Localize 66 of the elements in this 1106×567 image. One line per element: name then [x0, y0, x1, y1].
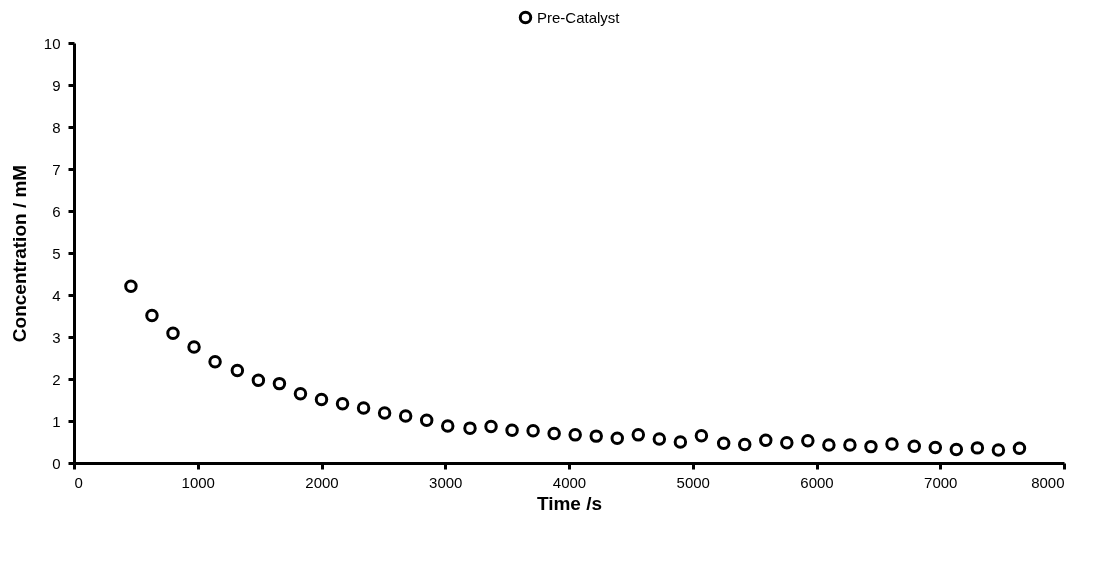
point: [885, 437, 899, 451]
point: [1012, 441, 1027, 456]
y-axis-title: Concentration / mM: [8, 164, 30, 343]
point: [568, 428, 582, 442]
point: [419, 413, 434, 427]
point: [293, 386, 308, 401]
point: [610, 431, 625, 445]
x-tick-label: 7000: [924, 473, 958, 491]
point: [230, 363, 245, 378]
point: [208, 355, 222, 369]
y-tick-label: 6: [52, 202, 61, 220]
legend-label: Pre-Catalyst: [537, 8, 621, 26]
point: [377, 406, 392, 420]
y-tick-label: 8: [52, 118, 61, 136]
y-tick-label: 4: [52, 286, 61, 304]
x-axis-title: Time /s: [536, 492, 603, 514]
point: [589, 429, 603, 443]
point: [907, 439, 922, 453]
point: [822, 438, 836, 452]
x-tick-label: 0: [74, 473, 83, 491]
point: [187, 340, 201, 354]
point: [843, 438, 857, 452]
y-tick-label: 9: [52, 76, 61, 94]
y-tick-label: 3: [52, 328, 61, 346]
point: [398, 409, 413, 423]
point: [484, 419, 498, 434]
y-tick-label: 2: [52, 370, 61, 388]
point: [928, 440, 943, 455]
x-tick-label: 8000: [1031, 473, 1065, 491]
point: [759, 433, 773, 448]
point: [124, 279, 138, 293]
point: [463, 421, 477, 435]
x-tick-label: 4000: [552, 473, 587, 491]
y-tick-label: 10: [43, 34, 61, 52]
point: [991, 443, 1006, 457]
x-tick-label: 3000: [429, 473, 463, 491]
point: [314, 392, 329, 407]
point: [652, 432, 667, 446]
x-tick-label: 1000: [181, 473, 215, 491]
point: [737, 437, 752, 452]
point: [673, 435, 688, 449]
point: [505, 423, 519, 437]
point: [716, 436, 731, 450]
point: [166, 326, 180, 340]
point: [864, 439, 878, 454]
point: [780, 436, 794, 450]
point: [801, 434, 815, 448]
point: [949, 442, 964, 457]
point: [272, 376, 287, 391]
x-tick-label: 2000: [305, 473, 339, 491]
x-tick-label: 6000: [800, 473, 834, 491]
point: [335, 397, 350, 411]
y-tick-label: 7: [52, 160, 61, 178]
point: [251, 373, 266, 387]
y-tick-label: 1: [52, 412, 61, 430]
x-tick-label: 5000: [676, 473, 710, 491]
point: [440, 419, 455, 433]
y-tick-label: 5: [52, 244, 61, 262]
point: [694, 428, 709, 443]
y-tick-label: 0: [52, 454, 61, 472]
point: [526, 423, 540, 438]
point: [356, 401, 371, 415]
point: [631, 428, 646, 442]
point: [547, 426, 561, 441]
point: [145, 308, 159, 323]
point: [970, 441, 985, 455]
